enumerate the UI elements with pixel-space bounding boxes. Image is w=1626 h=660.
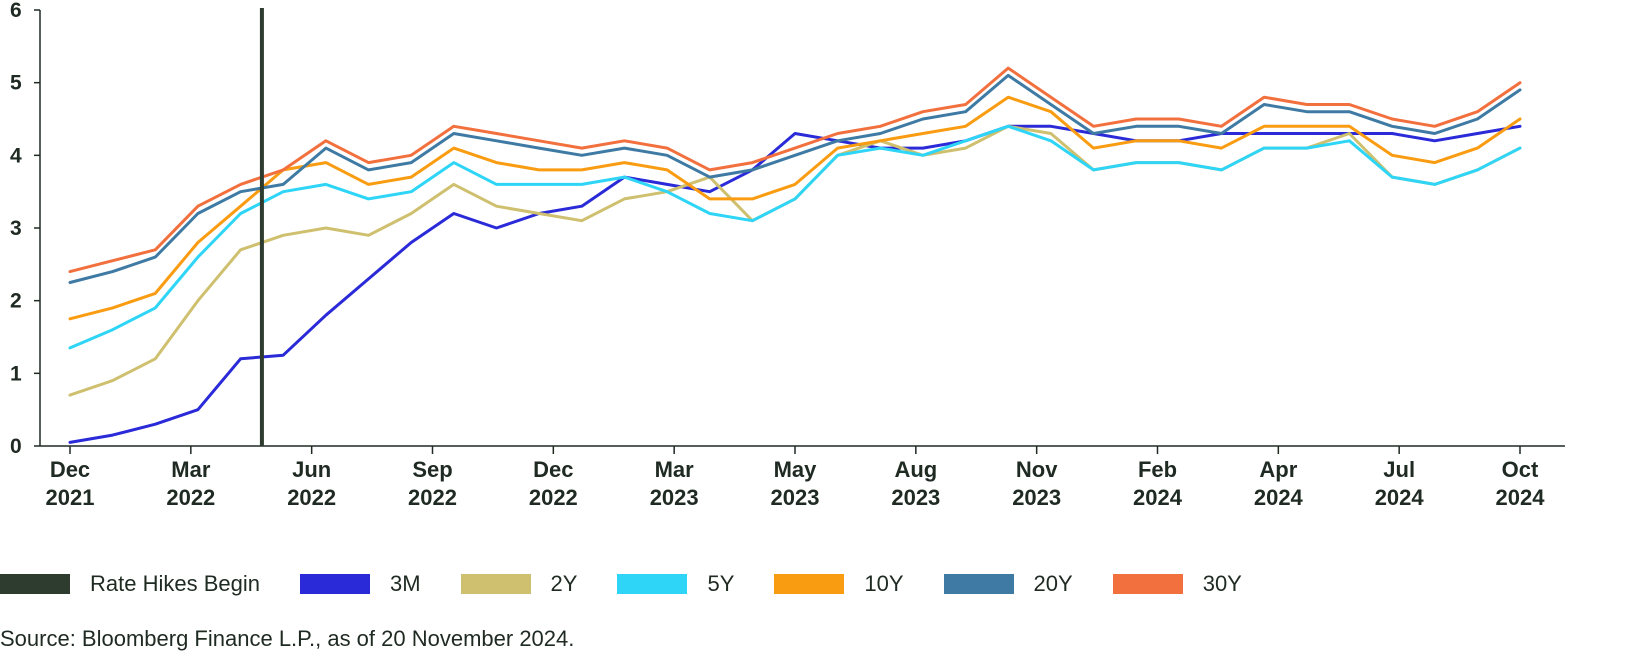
x-tick-label-year: 2024 xyxy=(1254,485,1304,510)
series-line-30y xyxy=(68,66,1522,274)
legend-item-3m: 3M xyxy=(299,571,421,597)
x-tick-label-month: Mar xyxy=(171,457,211,482)
x-tick-label-year: 2023 xyxy=(1012,485,1061,510)
x-tick-label-month: Dec xyxy=(50,457,90,482)
legend-swatch-rate-hikes xyxy=(0,574,70,594)
legend-label-rate-hikes: Rate Hikes Begin xyxy=(90,571,260,596)
x-tick-label-year: 2024 xyxy=(1133,485,1183,510)
x-tick-label-year: 2021 xyxy=(46,485,95,510)
x-tick-label-year: 2022 xyxy=(408,485,457,510)
legend-item-2y: 2Y xyxy=(460,571,578,597)
x-tick-label-month: May xyxy=(774,457,818,482)
legend-swatch-10y xyxy=(774,574,845,594)
legend-label-2y: 2Y xyxy=(550,571,578,596)
legend-item-5y: 5Y xyxy=(617,571,734,597)
x-tick-label-month: Feb xyxy=(1138,457,1177,482)
y-tick-label: 2 xyxy=(10,290,22,313)
source-note: Source: Bloomberg Finance L.P., as of 20… xyxy=(0,626,575,651)
x-tick-label-month: Aug xyxy=(894,457,937,482)
x-tick-label-month: Sep xyxy=(412,457,452,482)
x-tick-label-year: 2024 xyxy=(1375,485,1425,510)
legend-item-30y: 30Y xyxy=(1112,571,1242,597)
x-tick-label-year: 2022 xyxy=(287,485,336,510)
legend-label-5y: 5Y xyxy=(707,571,735,596)
x-tick-label-month: Dec xyxy=(533,457,573,482)
x-tick-label-month: Oct xyxy=(1502,457,1539,482)
series-line-3m xyxy=(68,124,1522,444)
legend-item-rate-hikes: Rate Hikes Begin xyxy=(0,571,260,597)
legend-label-3m: 3M xyxy=(389,571,421,596)
line-chart: 0 1 2 3 4 5 6 Dec 2021 Mar 2022 Jun 2022 Sep 2022 Dec 20… xyxy=(10,0,1565,510)
x-tick-label-month: Mar xyxy=(655,457,695,482)
legend-swatch-30y xyxy=(1112,574,1183,594)
x-tick-label-year: 2023 xyxy=(771,485,820,510)
y-tick-label: 0 xyxy=(10,435,22,458)
y-tick-label: 1 xyxy=(10,362,22,385)
legend-item-10y: 10Y xyxy=(774,571,904,597)
series-line-5y xyxy=(68,124,1522,350)
series-line-20y xyxy=(68,73,1522,284)
y-tick-label: 3 xyxy=(10,217,22,240)
x-tick-label-month: Jul xyxy=(1383,457,1415,482)
x-tick-label-year: 2023 xyxy=(650,485,699,510)
legend-label-20y: 20Y xyxy=(1033,571,1073,596)
x-tick-label-year: 2022 xyxy=(166,485,215,510)
legend-label-30y: 30Y xyxy=(1202,571,1242,596)
series-line-10y xyxy=(68,95,1522,321)
legend-label-10y: 10Y xyxy=(864,571,904,596)
x-tick-label-month: Apr xyxy=(1259,457,1297,482)
legend: Rate Hikes Begin 3M 2Y 5Y 10Y 20Y 30Y xyxy=(0,569,1282,599)
x-tick-label-year: 2023 xyxy=(891,485,940,510)
legend-swatch-2y xyxy=(460,574,531,594)
y-tick-label: 5 xyxy=(10,72,22,95)
legend-swatch-3m xyxy=(299,574,370,594)
legend-swatch-5y xyxy=(617,574,688,594)
y-tick-label: 6 xyxy=(10,0,22,22)
legend-swatch-20y xyxy=(943,574,1014,594)
x-tick-label-month: Jun xyxy=(292,457,331,482)
legend-item-20y: 20Y xyxy=(943,571,1073,597)
x-tick-label-month: Nov xyxy=(1016,457,1058,482)
y-tick-label: 4 xyxy=(10,144,22,167)
x-tick-label-year: 2024 xyxy=(1496,485,1546,510)
x-tick-label-year: 2022 xyxy=(529,485,578,510)
